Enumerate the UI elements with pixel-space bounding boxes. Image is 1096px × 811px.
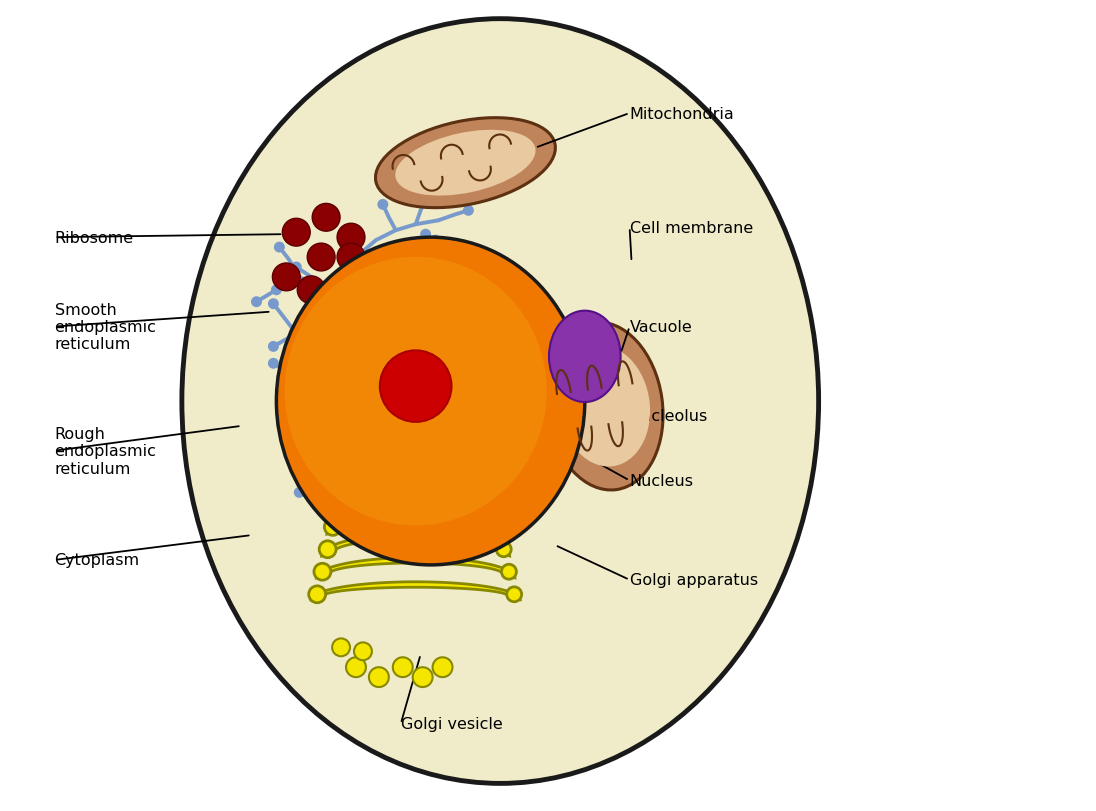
Circle shape: [346, 658, 366, 677]
Ellipse shape: [396, 131, 536, 196]
Circle shape: [430, 235, 441, 247]
Circle shape: [321, 493, 332, 504]
Circle shape: [324, 519, 341, 536]
Circle shape: [392, 658, 413, 677]
Circle shape: [486, 498, 501, 513]
Ellipse shape: [549, 311, 620, 402]
Circle shape: [267, 299, 278, 310]
Ellipse shape: [182, 19, 819, 783]
Circle shape: [369, 667, 389, 687]
Circle shape: [413, 667, 433, 687]
Circle shape: [312, 204, 340, 232]
Circle shape: [290, 262, 301, 273]
Circle shape: [354, 642, 372, 660]
Polygon shape: [317, 558, 515, 578]
Circle shape: [251, 297, 262, 308]
Circle shape: [338, 244, 365, 272]
Polygon shape: [311, 582, 521, 600]
Circle shape: [502, 564, 516, 579]
Circle shape: [297, 277, 326, 304]
Circle shape: [283, 219, 310, 247]
Circle shape: [338, 224, 365, 251]
Text: Golgi vesicle: Golgi vesicle: [401, 716, 502, 732]
Circle shape: [276, 398, 287, 409]
Circle shape: [273, 264, 300, 291]
Circle shape: [313, 564, 331, 581]
Circle shape: [271, 285, 282, 296]
Text: Mitochondria: Mitochondria: [629, 106, 734, 122]
Circle shape: [420, 195, 431, 207]
Polygon shape: [332, 487, 500, 513]
Text: Nucleus: Nucleus: [629, 474, 694, 488]
Circle shape: [309, 586, 326, 603]
Circle shape: [307, 244, 335, 272]
Ellipse shape: [285, 257, 547, 526]
Circle shape: [319, 541, 336, 558]
Text: Ribosome: Ribosome: [55, 230, 134, 246]
Circle shape: [294, 487, 305, 498]
Text: Rough
endoplasmic
reticulum: Rough endoplasmic reticulum: [55, 427, 157, 476]
Circle shape: [274, 242, 285, 253]
Text: Smooth
endoplasmic
reticulum: Smooth endoplasmic reticulum: [55, 303, 157, 352]
Text: Nucleolus: Nucleolus: [629, 409, 708, 424]
Circle shape: [506, 587, 522, 602]
Circle shape: [267, 341, 278, 353]
Ellipse shape: [276, 238, 585, 565]
Text: Vacuole: Vacuole: [629, 320, 693, 335]
Ellipse shape: [547, 323, 663, 491]
Text: Golgi apparatus: Golgi apparatus: [629, 573, 757, 588]
Circle shape: [420, 230, 431, 240]
Circle shape: [496, 542, 511, 557]
Polygon shape: [327, 510, 504, 534]
Circle shape: [328, 523, 339, 534]
Circle shape: [380, 351, 452, 423]
Circle shape: [332, 638, 350, 656]
Ellipse shape: [559, 346, 650, 467]
Circle shape: [330, 496, 346, 513]
Polygon shape: [321, 534, 510, 556]
Circle shape: [463, 206, 473, 217]
Circle shape: [290, 467, 301, 478]
Text: Cytoplasm: Cytoplasm: [55, 553, 139, 568]
Circle shape: [267, 358, 278, 369]
Circle shape: [433, 658, 453, 677]
Circle shape: [491, 520, 506, 534]
Ellipse shape: [376, 118, 556, 208]
Text: Cell membrane: Cell membrane: [629, 221, 753, 235]
Circle shape: [377, 200, 388, 211]
